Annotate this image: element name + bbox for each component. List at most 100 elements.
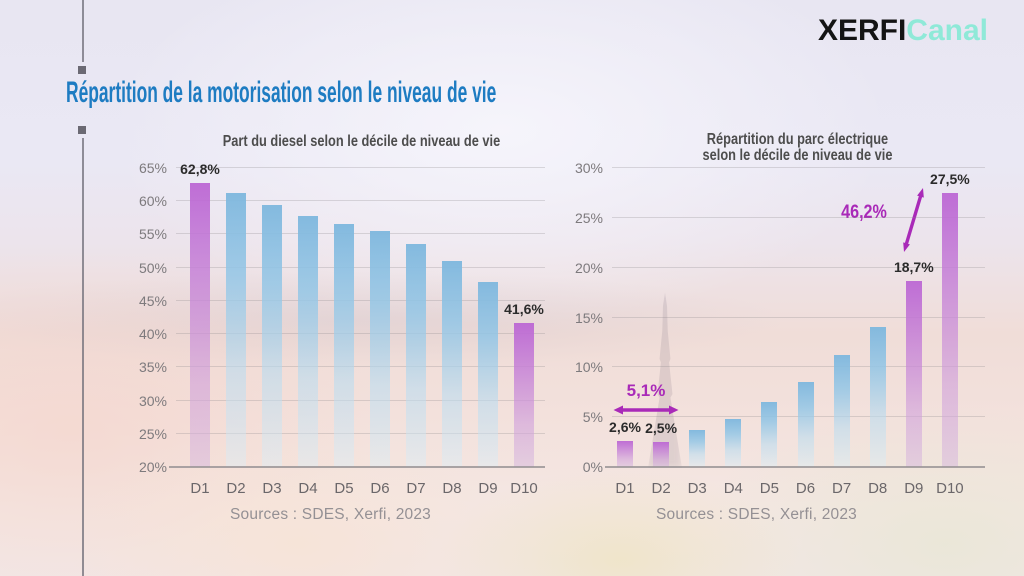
bar-D8 xyxy=(442,261,462,467)
page-title: Répartition de la motorisation selon le … xyxy=(66,76,497,109)
gridline xyxy=(176,399,545,401)
bar-D3 xyxy=(689,430,706,467)
bar-D5 xyxy=(761,402,778,467)
chart-title-electric: Répartition du parc électrique selon le … xyxy=(649,132,946,164)
double-arrow-diagonal-icon xyxy=(903,188,924,252)
value-label-D10: 27,5% xyxy=(930,170,970,187)
x-axis-label-D4: D4 xyxy=(723,480,743,497)
x-axis-label-D6: D6 xyxy=(795,480,816,497)
gridline xyxy=(176,432,545,434)
bar-D9 xyxy=(478,282,498,467)
chart-electric-share: Répartition du parc électrique selon le … xyxy=(566,130,1024,542)
value-label-D1: 62,8% xyxy=(180,160,220,177)
x-axis-label-D7: D7 xyxy=(832,480,852,497)
y-axis-tick-label: 15% xyxy=(574,309,603,326)
x-axis-label-D10: D10 xyxy=(936,480,964,497)
bar-D2 xyxy=(653,442,670,467)
x-axis-label-D2: D2 xyxy=(651,480,671,497)
y-axis-tick-label: 30% xyxy=(138,392,167,409)
x-axis-label-D9: D9 xyxy=(478,480,498,497)
bar-D10 xyxy=(941,192,958,467)
gridline xyxy=(176,299,545,301)
brand-xerfi: XERFI xyxy=(817,14,907,47)
decorative-square-top xyxy=(78,66,86,74)
bar-D7 xyxy=(406,244,426,467)
x-axis-label-D7: D7 xyxy=(406,480,426,497)
brand-canal: Canal xyxy=(906,14,988,47)
y-axis-tick-label: 55% xyxy=(138,226,167,243)
y-axis-tick-label: 25% xyxy=(138,425,167,442)
gridline xyxy=(176,333,545,335)
x-axis-label-D9: D9 xyxy=(904,480,924,497)
gridline xyxy=(176,366,545,368)
value-label-D2: 2,5% xyxy=(645,420,678,437)
y-axis-tick-label: 50% xyxy=(138,259,167,276)
chart-title-line: Répartition du parc électrique xyxy=(706,131,889,148)
y-axis-tick-label: 10% xyxy=(574,359,603,376)
plot-area-diesel: 20% 25% 30% 35% 40% 45% 50% 55% 60% 65% D1 D2 D3 D4 D5… xyxy=(139,161,545,497)
double-arrow-horizontal-icon xyxy=(613,405,679,415)
x-axis-label-D8: D8 xyxy=(442,480,462,497)
bar-D6 xyxy=(797,382,814,467)
x-axis-label-D1: D1 xyxy=(615,480,635,497)
x-axis-label-D4: D4 xyxy=(298,480,318,497)
x-axis-label-D8: D8 xyxy=(868,480,888,497)
gridline xyxy=(612,216,985,218)
gridline xyxy=(612,366,985,368)
bar-D2 xyxy=(226,192,246,467)
chart-diesel-share: Part du diesel selon le décile de niveau… xyxy=(130,130,588,542)
decorative-vertical-line-bottom xyxy=(82,138,84,576)
x-axis-label-D3: D3 xyxy=(687,480,707,497)
x-axis-label-D6: D6 xyxy=(370,480,390,497)
y-axis-tick-label: 40% xyxy=(138,326,167,343)
gridline xyxy=(176,266,545,268)
y-axis-tick-label: 0% xyxy=(582,459,603,475)
bar-D3 xyxy=(262,204,282,467)
x-axis-label-D5: D5 xyxy=(334,480,354,497)
gridline xyxy=(176,200,545,202)
y-axis-tick-label: 65% xyxy=(138,160,167,176)
plot-area-electric: 5,1% 46,2% 0% 5% 10% 15% 20% 25% 30% D1 D2 D3 D4 D5… xyxy=(575,161,985,497)
annotation-growth-d9-d10: 46,2% xyxy=(841,202,887,223)
x-axis-label-D5: D5 xyxy=(759,480,779,497)
annotation-sum-d1-d2: 5,1% xyxy=(626,381,666,400)
x-axis-label-D1: D1 xyxy=(190,480,210,497)
x-axis-label-D10: D10 xyxy=(510,480,538,497)
decorative-square-bottom xyxy=(78,126,86,134)
x-axis-label-D2: D2 xyxy=(226,480,246,497)
x-axis-label-D3: D3 xyxy=(262,480,282,497)
bar-D4 xyxy=(725,419,742,467)
bar-D8 xyxy=(869,327,886,467)
y-axis-tick-label: 20% xyxy=(138,459,167,475)
bar-D1 xyxy=(190,182,210,467)
decorative-vertical-line-top xyxy=(82,0,84,62)
y-axis-tick-label: 35% xyxy=(138,359,167,376)
bar-D7 xyxy=(833,355,850,467)
gridline xyxy=(612,266,985,268)
bar-D5 xyxy=(334,223,354,467)
source-note-diesel: Sources : SDES, Xerfi, 2023 xyxy=(230,506,431,523)
y-axis-tick-label: 60% xyxy=(138,193,167,210)
bar-D4 xyxy=(298,215,318,467)
y-axis-tick-label: 25% xyxy=(574,209,603,226)
y-axis-tick-label: 45% xyxy=(138,292,167,309)
chart-title-diesel: Part du diesel selon le décile de niveau… xyxy=(213,134,510,150)
chart-title-line: selon le décile de niveau de vie xyxy=(702,147,893,164)
value-label-D10: 41,6% xyxy=(504,301,544,318)
gridline xyxy=(176,167,545,168)
bar-D9 xyxy=(905,280,922,467)
bar-D1 xyxy=(617,441,633,467)
y-axis-tick-label: 5% xyxy=(582,409,603,426)
y-axis-tick-label: 30% xyxy=(574,160,603,176)
bar-D6 xyxy=(370,231,390,467)
gridline xyxy=(612,167,985,168)
brand-logo: XERFICanal xyxy=(818,14,988,48)
value-label-D9: 18,7% xyxy=(893,258,934,275)
gridline xyxy=(176,233,545,235)
source-note-electric: Sources : SDES, Xerfi, 2023 xyxy=(656,506,857,523)
gridline xyxy=(612,316,985,318)
value-label-D1: 2,6% xyxy=(609,419,641,436)
y-axis-tick-label: 20% xyxy=(574,259,603,276)
